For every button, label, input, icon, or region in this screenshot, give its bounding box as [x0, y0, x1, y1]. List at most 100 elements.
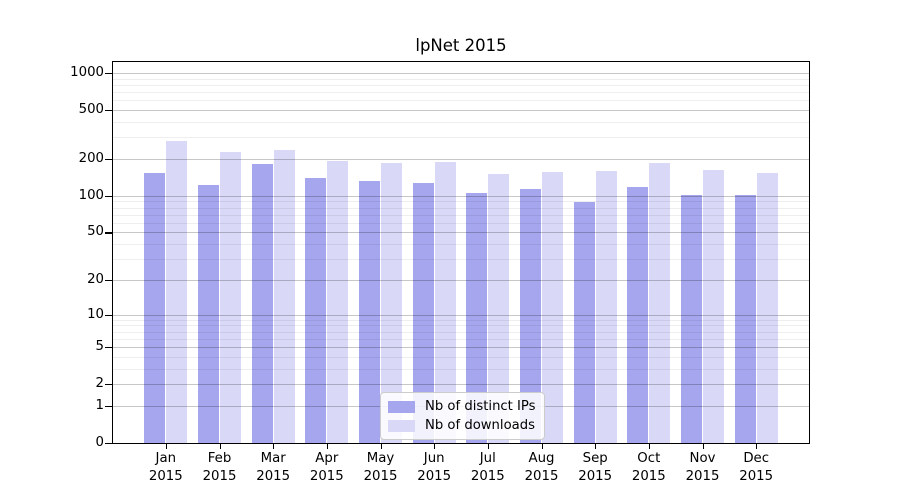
x-tick-mark-feb: [219, 444, 221, 449]
x-tick-mark-may: [380, 444, 382, 449]
y-tick-mark-200: [105, 158, 112, 161]
legend-label: Nb of downloads: [425, 418, 535, 433]
bar-distinct-ips-jul: [466, 193, 488, 443]
bar-distinct-ips-jun: [412, 183, 434, 443]
x-tick-label-line: May: [366, 451, 395, 466]
bar-downloads-jul: [488, 174, 510, 443]
bar-distinct-ips-jan: [144, 172, 166, 443]
y-tick-mark-0: [105, 443, 112, 445]
y-tick-mark-1: [105, 405, 112, 408]
x-tick-label-line: 2015: [739, 468, 774, 484]
x-tick-label-line: 2015: [417, 468, 452, 484]
x-tick-mark-jul: [487, 444, 489, 449]
x-tick-label-line: Nov: [689, 451, 716, 466]
y-tick-mark-500: [105, 110, 112, 112]
x-tick-label-line: 2015: [256, 468, 291, 484]
bar-distinct-ips-dec: [734, 194, 756, 443]
legend: Nb of distinct IPs Nb of downloads: [380, 392, 545, 440]
bar-downloads-sep: [595, 170, 617, 443]
bar-distinct-ips-sep: [573, 201, 595, 443]
x-tick-label-line: 2015: [148, 468, 183, 484]
y-tick-mark-20: [105, 279, 112, 282]
legend-entry-distinct-ips: Nb of distinct IPs: [388, 397, 537, 416]
y-tick-label-200: 200: [78, 150, 104, 166]
legend-entry-downloads: Nb of downloads: [388, 416, 537, 435]
x-tick-label-jul: Jul 2015: [458, 450, 518, 485]
x-tick-label-line: Aug: [528, 451, 555, 466]
x-tick-label-apr: Apr 2015: [297, 450, 357, 485]
x-tick-mark-apr: [326, 444, 328, 449]
x-tick-label-line: 2015: [685, 468, 720, 484]
x-tick-label-line: Oct: [637, 451, 661, 466]
x-tick-label-line: Apr: [315, 451, 339, 466]
y-tick-label-1000: 1000: [70, 64, 104, 80]
y-tick-mark-50: [105, 232, 112, 234]
bar-distinct-ips-oct: [627, 187, 649, 443]
bar-downloads-aug: [542, 171, 563, 443]
bar-distinct-ips-apr: [305, 177, 327, 443]
y-tick-label-100: 100: [78, 187, 104, 203]
y-tick-mark-5: [105, 347, 112, 349]
x-tick-label-line: 2015: [578, 468, 613, 484]
bar-downloads-apr: [327, 161, 349, 443]
y-tick-label-5: 5: [95, 339, 104, 354]
x-tick-label-dec: Dec 2015: [726, 450, 786, 485]
plot-area: [112, 61, 810, 444]
y-tick-label-50: 50: [87, 224, 104, 240]
x-tick-label-line: Sep: [582, 451, 608, 466]
y-tick-mark-1000: [105, 72, 112, 75]
legend-label: Nb of distinct IPs: [425, 399, 536, 414]
bar-downloads-jan: [166, 140, 188, 443]
y-tick-label-0: 0: [95, 435, 104, 450]
x-tick-mark-dec: [756, 444, 758, 449]
y-tick-mark-2: [105, 384, 112, 386]
x-tick-label-jun: Jun 2015: [404, 450, 464, 485]
y-tick-label-1: 1: [95, 397, 104, 413]
x-tick-mark-jun: [434, 444, 436, 449]
x-tick-label-line: Feb: [207, 451, 232, 466]
x-tick-label-nov: Nov 2015: [673, 450, 733, 485]
y-tick-label-20: 20: [87, 271, 104, 287]
x-tick-label-sep: Sep 2015: [565, 450, 625, 485]
x-tick-label-line: 2015: [631, 468, 666, 484]
y-tick-mark-100: [105, 195, 112, 197]
bar-distinct-ips-may: [359, 180, 380, 443]
x-tick-label-line: 2015: [470, 468, 505, 484]
bar-downloads-nov: [703, 169, 724, 443]
bar-distinct-ips-mar: [251, 164, 273, 443]
y-tick-label-500: 500: [78, 102, 104, 117]
bar-downloads-feb: [220, 151, 241, 443]
bar-distinct-ips-nov: [681, 194, 702, 443]
x-tick-label-aug: Aug 2015: [512, 450, 572, 485]
bars-layer: [113, 62, 809, 443]
x-tick-label-feb: Feb 2015: [190, 450, 250, 485]
x-tick-label-line: Jan: [155, 451, 177, 466]
x-tick-label-jan: Jan 2015: [136, 450, 196, 485]
chart-title: lpNet 2015: [415, 36, 507, 55]
y-tick-mark-10: [105, 314, 112, 316]
x-tick-mark-mar: [273, 444, 275, 449]
x-tick-label-mar: Mar 2015: [243, 450, 303, 485]
bar-distinct-ips-aug: [520, 188, 541, 443]
x-tick-label-line: Mar: [260, 451, 286, 466]
x-tick-label-line: 2015: [309, 468, 344, 484]
legend-swatch-icon: [388, 419, 415, 432]
x-tick-label-oct: Oct 2015: [619, 450, 679, 485]
x-tick-mark-jan: [165, 444, 167, 449]
x-tick-mark-nov: [702, 444, 704, 449]
legend-swatch-icon: [388, 400, 415, 413]
bar-downloads-dec: [756, 173, 778, 443]
x-tick-mark-aug: [541, 444, 543, 449]
bar-distinct-ips-feb: [198, 185, 219, 443]
bar-downloads-jun: [434, 161, 456, 443]
x-tick-label-line: 2015: [202, 468, 237, 484]
y-tick-label-10: 10: [87, 306, 104, 322]
x-tick-label-line: 2015: [363, 468, 398, 484]
bar-downloads-mar: [273, 149, 295, 443]
x-tick-label-line: Jun: [423, 451, 445, 466]
bar-downloads-oct: [649, 162, 671, 443]
bar-downloads-may: [381, 162, 402, 443]
y-tick-label-2: 2: [95, 376, 104, 392]
x-tick-label-may: May 2015: [351, 450, 411, 485]
